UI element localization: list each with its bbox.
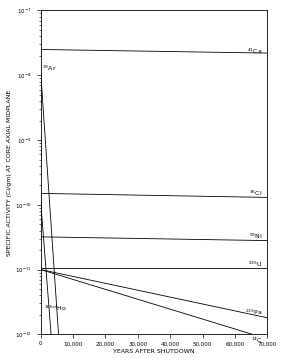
- Text: $^{59}$Ni: $^{59}$Ni: [249, 232, 263, 242]
- X-axis label: YEARS AFTER SHUTDOWN: YEARS AFTER SHUTDOWN: [113, 349, 195, 354]
- Text: $^{14}$C: $^{14}$C: [251, 336, 263, 345]
- Text: $^{235}$U: $^{235}$U: [248, 260, 263, 269]
- Text: $^{233}$Pa: $^{233}$Pa: [245, 308, 263, 317]
- Text: $^{41}$Ca: $^{41}$Ca: [247, 47, 263, 56]
- Text: $^{39}$Ar: $^{39}$Ar: [42, 63, 57, 73]
- Text: $^{36}$Cl: $^{36}$Cl: [249, 189, 263, 198]
- Text: $^{166m}$Ho: $^{166m}$Ho: [44, 304, 67, 313]
- Y-axis label: SPECIFIC ACTIVITY (Ci/gm) AT CORE AXIAL MIDPLANE: SPECIFIC ACTIVITY (Ci/gm) AT CORE AXIAL …: [7, 89, 12, 256]
